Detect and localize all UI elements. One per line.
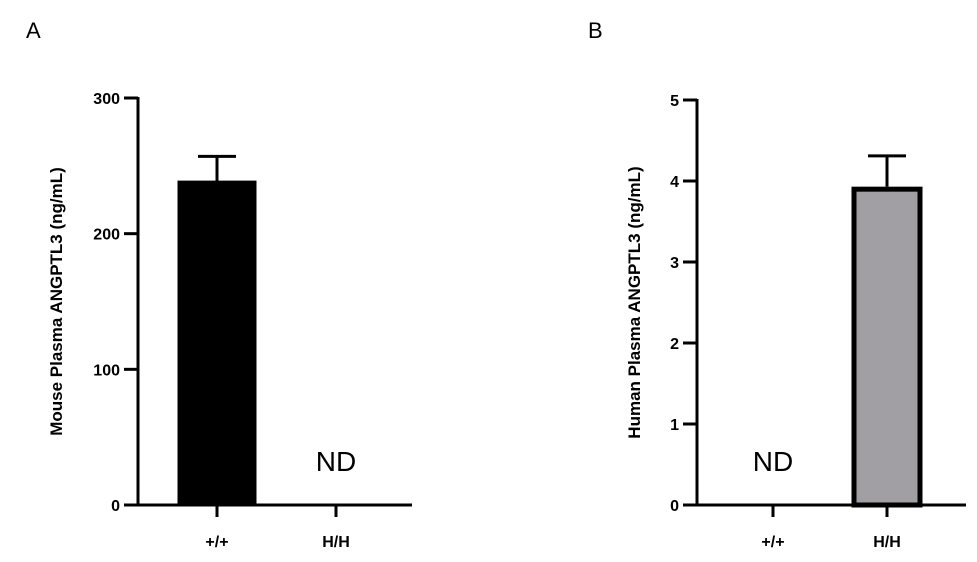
y-tick-label: 4 [670, 174, 679, 191]
y-tick-label: 200 [93, 227, 120, 244]
panel-b-letter: B [588, 18, 603, 43]
x-tick-label: H/H [873, 534, 901, 551]
y-tick-label: 5 [670, 93, 679, 110]
y-tick-label: 2 [670, 336, 679, 353]
y-axis-title: Human Plasma ANGPTL3 (ng/mL) [625, 166, 644, 438]
y-tick-label: 3 [670, 255, 679, 272]
bar [851, 186, 923, 508]
y-tick-label: 0 [111, 498, 120, 515]
nd-annotation: ND [316, 446, 356, 477]
x-tick-label: +/+ [761, 534, 784, 551]
chart-panel-a: 0 100 200 300 +/+ H/H ND Mouse Plasma ANGPTL3 (… [47, 91, 412, 551]
x-tick-label: +/+ [205, 534, 228, 551]
y-tick-label: 1 [670, 417, 679, 434]
chart-panel-b: 0 1 2 3 4 5 +/+ H/H ND Human Plasma ANGPTL3 (ng/m… [625, 93, 966, 551]
y-tick-label: 300 [93, 91, 120, 108]
nd-annotation: ND [753, 446, 793, 477]
y-axis-title: Mouse Plasma ANGPTL3 (ng/mL) [47, 167, 66, 436]
bar [177, 180, 257, 507]
x-tick-label: H/H [322, 534, 350, 551]
y-tick-label: 100 [93, 362, 120, 379]
panel-a-letter: A [26, 18, 41, 43]
y-tick-label: 0 [670, 498, 679, 515]
